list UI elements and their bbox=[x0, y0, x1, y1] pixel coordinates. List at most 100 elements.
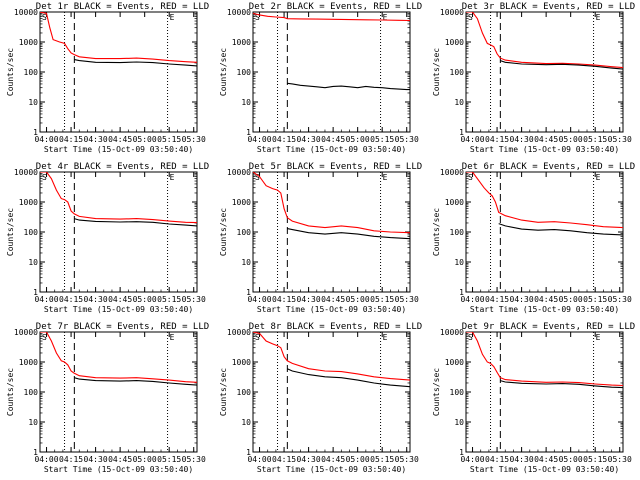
x-tick-label: 04:00 bbox=[247, 295, 271, 304]
y-tick-label: 1 bbox=[459, 288, 464, 297]
events-rate-line bbox=[74, 218, 197, 227]
y-tick-label: 100 bbox=[450, 388, 465, 397]
y-tick-label: 100 bbox=[450, 68, 465, 77]
x-tick-label: 05:30 bbox=[608, 295, 632, 304]
x-tick-label: 04:30 bbox=[297, 455, 321, 464]
x-tick-label: 04:45 bbox=[108, 295, 132, 304]
events-rate-line bbox=[287, 228, 410, 240]
x-tick-label: 05:00 bbox=[346, 135, 370, 144]
x-tick-label: 05:00 bbox=[133, 295, 157, 304]
lld-rate-line bbox=[253, 332, 410, 381]
saa-end-marker: E bbox=[383, 173, 388, 182]
x-axis-label: Start Time (15-Oct-09 03:50:40) bbox=[44, 145, 193, 154]
y-tick-label: 1000 bbox=[232, 38, 251, 47]
x-tick-label: 04:45 bbox=[108, 455, 132, 464]
x-tick-label: 04:15 bbox=[485, 295, 509, 304]
y-axis-label: Counts/sec bbox=[6, 48, 15, 96]
x-tick-label: 05:00 bbox=[346, 455, 370, 464]
y-tick-label: 10000 bbox=[227, 8, 251, 17]
y-axis-label: Counts/sec bbox=[6, 368, 15, 416]
x-tick-label: 05:15 bbox=[370, 295, 394, 304]
x-axis-label: Start Time (15-Oct-09 03:50:40) bbox=[470, 305, 619, 314]
x-tick-label: 05:30 bbox=[395, 455, 419, 464]
x-tick-label: 04:00 bbox=[460, 455, 484, 464]
x-tick-label: 04:30 bbox=[510, 455, 534, 464]
y-tick-label: 1 bbox=[33, 128, 38, 137]
x-tick-label: 04:15 bbox=[272, 295, 296, 304]
x-tick-label: 04:30 bbox=[297, 135, 321, 144]
plot-frame bbox=[39, 171, 198, 293]
y-tick-label: 100 bbox=[24, 68, 39, 77]
saa-end-marker: E bbox=[383, 333, 388, 342]
saa-end-marker: E bbox=[596, 333, 601, 342]
detector-panel-4: Det 4r BLACK = Events, RED = LLD 1 10 100 10… bbox=[6, 162, 209, 314]
y-tick-label: 100 bbox=[237, 228, 252, 237]
x-tick-label: 05:00 bbox=[559, 135, 583, 144]
x-tick-label: 04:15 bbox=[272, 455, 296, 464]
x-tick-label: 04:15 bbox=[59, 135, 83, 144]
y-tick-label: 1000 bbox=[19, 38, 38, 47]
y-tick-label: 100 bbox=[237, 68, 252, 77]
y-tick-label: 10 bbox=[454, 418, 464, 427]
x-tick-label: 05:15 bbox=[583, 135, 607, 144]
panel-title: Det 4r BLACK = Events, RED = LLD bbox=[36, 162, 209, 172]
panel-title: Det 8r BLACK = Events, RED = LLD bbox=[249, 322, 422, 332]
x-tick-label: 04:15 bbox=[272, 135, 296, 144]
x-tick-label: 04:00 bbox=[460, 135, 484, 144]
detector-panel-7: Det 7r BLACK = Events, RED = LLD 1 10 100 10… bbox=[6, 322, 209, 474]
panel-title: Det 2r BLACK = Events, RED = LLD bbox=[249, 2, 422, 12]
lld-rate-line bbox=[40, 332, 197, 383]
detector-panel-2: Det 2r BLACK = Events, RED = LLD 1 10 100 10… bbox=[219, 2, 422, 154]
x-tick-label: 05:00 bbox=[346, 295, 370, 304]
y-axis-label: Counts/sec bbox=[6, 208, 15, 256]
y-tick-label: 1000 bbox=[232, 358, 251, 367]
x-tick-label: 04:30 bbox=[297, 295, 321, 304]
y-tick-label: 1000 bbox=[445, 38, 464, 47]
plot-frame bbox=[252, 331, 411, 453]
panel-title: Det 6r BLACK = Events, RED = LLD bbox=[462, 162, 635, 172]
detector-panel-9: Det 9r BLACK = Events, RED = LLD 1 10 100 10… bbox=[432, 322, 635, 474]
saa-end-marker: E bbox=[596, 13, 601, 22]
x-tick-label: 04:15 bbox=[59, 455, 83, 464]
x-tick-label: 04:15 bbox=[59, 295, 83, 304]
x-axis-label: Start Time (15-Oct-09 03:50:40) bbox=[44, 465, 193, 474]
saa-end-marker: E bbox=[170, 333, 175, 342]
panel-title: Det 9r BLACK = Events, RED = LLD bbox=[462, 322, 635, 332]
saa-start-marker: S bbox=[255, 13, 260, 22]
y-tick-label: 10000 bbox=[14, 8, 38, 17]
saa-start-marker: S bbox=[468, 13, 473, 22]
y-tick-label: 1 bbox=[246, 128, 251, 137]
detector-panel-5: Det 5r BLACK = Events, RED = LLD 1 10 100 10… bbox=[219, 162, 422, 314]
detector-panel-6: Det 6r BLACK = Events, RED = LLD 1 10 100 10… bbox=[432, 162, 635, 314]
x-tick-label: 05:15 bbox=[370, 455, 394, 464]
y-tick-label: 10 bbox=[454, 98, 464, 107]
saa-start-marker: S bbox=[255, 173, 260, 182]
x-tick-label: 05:15 bbox=[157, 135, 181, 144]
saa-start-marker: S bbox=[468, 173, 473, 182]
y-tick-label: 10 bbox=[28, 258, 38, 267]
x-tick-label: 04:30 bbox=[84, 135, 108, 144]
panel-title: Det 3r BLACK = Events, RED = LLD bbox=[462, 2, 635, 12]
events-rate-line bbox=[287, 82, 410, 91]
panel-title: Det 1r BLACK = Events, RED = LLD bbox=[36, 2, 209, 12]
x-tick-label: 05:15 bbox=[370, 135, 394, 144]
lld-rate-line bbox=[253, 12, 410, 22]
y-tick-label: 1 bbox=[33, 288, 38, 297]
x-tick-label: 04:45 bbox=[321, 295, 345, 304]
lld-rate-line bbox=[40, 172, 197, 224]
x-tick-label: 04:45 bbox=[108, 135, 132, 144]
y-tick-label: 1000 bbox=[232, 198, 251, 207]
lld-rate-line bbox=[466, 172, 623, 229]
x-tick-label: 05:30 bbox=[182, 295, 206, 304]
detector-panel-8: Det 8r BLACK = Events, RED = LLD 1 10 100 10… bbox=[219, 322, 422, 474]
plot-frame bbox=[465, 171, 624, 293]
lld-rate-line bbox=[466, 12, 623, 69]
y-tick-label: 1 bbox=[459, 128, 464, 137]
events-rate-line bbox=[500, 380, 623, 389]
y-tick-label: 1 bbox=[33, 448, 38, 457]
y-tick-label: 10 bbox=[241, 258, 251, 267]
x-tick-label: 04:45 bbox=[534, 135, 558, 144]
x-tick-label: 04:00 bbox=[247, 455, 271, 464]
x-tick-label: 04:30 bbox=[510, 135, 534, 144]
